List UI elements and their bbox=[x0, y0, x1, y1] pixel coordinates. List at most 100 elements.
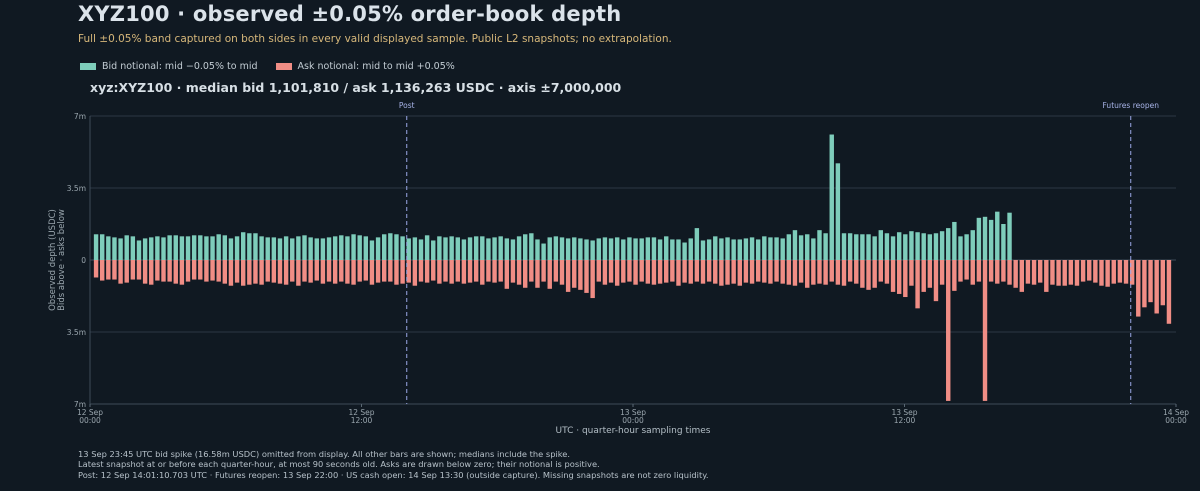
bid-bar bbox=[124, 235, 129, 260]
ask-bar bbox=[786, 260, 792, 285]
bid-bar bbox=[357, 235, 362, 260]
ask-bar bbox=[112, 260, 117, 280]
ask-bar bbox=[811, 260, 816, 285]
ask-bar bbox=[835, 260, 841, 285]
bid-bar bbox=[578, 238, 583, 260]
bid-bar bbox=[118, 238, 123, 260]
x-axis-label: UTC · quarter-hour sampling times bbox=[556, 426, 711, 436]
bid-bar bbox=[234, 236, 240, 260]
ask-bar bbox=[805, 260, 810, 288]
y-tick-label: 3.5m bbox=[67, 328, 86, 337]
ask-bar bbox=[375, 260, 381, 283]
ask-bar bbox=[682, 260, 687, 283]
ask-bar bbox=[523, 260, 528, 288]
bid-bar bbox=[467, 237, 473, 260]
x-tick-label: 13 Sep bbox=[620, 408, 646, 417]
bid-bar bbox=[142, 238, 148, 260]
bid-bar bbox=[106, 236, 111, 260]
ask-bar bbox=[161, 260, 166, 282]
ask-bar bbox=[351, 260, 356, 285]
bid-bar bbox=[253, 233, 258, 260]
ask-bar bbox=[492, 260, 497, 283]
ask-bar bbox=[253, 260, 258, 284]
bid-bar bbox=[946, 228, 951, 260]
bid-bar bbox=[651, 237, 657, 260]
ask-bar bbox=[1117, 260, 1123, 283]
ask-bar bbox=[1044, 260, 1049, 292]
ask-bar bbox=[382, 260, 387, 282]
ask-bar bbox=[1154, 260, 1159, 314]
legend-label-bid: Bid notional: mid −0.05% to mid bbox=[102, 61, 258, 72]
bid-bar bbox=[149, 237, 154, 260]
ask-bar bbox=[216, 260, 221, 282]
bid-bar bbox=[952, 221, 957, 260]
ask-bar bbox=[547, 260, 552, 289]
ask-bar bbox=[320, 260, 326, 284]
bid-bar bbox=[768, 237, 773, 260]
ask-bar bbox=[400, 260, 405, 284]
ask-bar bbox=[688, 260, 693, 284]
bid-bar bbox=[504, 238, 510, 260]
bid-bar bbox=[995, 211, 1000, 260]
ask-bar bbox=[210, 260, 215, 281]
ask-bar bbox=[1062, 260, 1067, 286]
ask-bar bbox=[1160, 260, 1166, 306]
x-tick-label: 00:00 bbox=[622, 416, 644, 425]
bid-bar bbox=[798, 235, 804, 260]
ask-bar bbox=[982, 260, 988, 401]
bid-bar bbox=[173, 235, 178, 260]
bid-bar bbox=[896, 232, 902, 260]
legend-item-ask: Ask notional: mid to mid +0.05% bbox=[275, 61, 455, 72]
bid-bar bbox=[492, 237, 497, 260]
ask-bar bbox=[412, 260, 418, 286]
ask-bar bbox=[473, 260, 479, 282]
ask-bar bbox=[467, 260, 473, 283]
ask-bar bbox=[565, 260, 571, 292]
bid-bar bbox=[290, 238, 295, 260]
ask-bar bbox=[1129, 260, 1135, 285]
ask-bar bbox=[535, 260, 540, 288]
ask-bar bbox=[559, 260, 565, 285]
ask-bar bbox=[651, 260, 657, 285]
bid-bar bbox=[860, 234, 865, 260]
ask-bar bbox=[173, 260, 178, 284]
ask-bar bbox=[1019, 260, 1025, 292]
chart-title: xyz:XYZ100 · median bid 1,101,810 / ask … bbox=[90, 80, 622, 95]
chart-legend: Bid notional: mid −0.05% to mid Ask noti… bbox=[80, 61, 455, 72]
bid-bar bbox=[608, 238, 614, 260]
footnotes: 13 Sep 23:45 UTC bid spike (16.58m USDC)… bbox=[78, 449, 709, 480]
ask-bar bbox=[970, 260, 975, 285]
bid-bar bbox=[412, 237, 418, 260]
bid-bar bbox=[259, 236, 264, 260]
bid-bar bbox=[277, 238, 283, 260]
ask-bar bbox=[363, 260, 369, 281]
ask-bar bbox=[302, 260, 307, 282]
ask-bar bbox=[228, 260, 234, 286]
bid-bar bbox=[670, 239, 675, 260]
bid-bar bbox=[719, 238, 724, 260]
bid-bar bbox=[418, 239, 424, 260]
bid-bar bbox=[584, 239, 589, 260]
bid-bar bbox=[510, 239, 516, 260]
ask-bar bbox=[504, 260, 510, 289]
ask-bar bbox=[1142, 260, 1147, 308]
ask-bar bbox=[1007, 260, 1012, 285]
ask-bar bbox=[743, 260, 749, 283]
ask-bar bbox=[664, 260, 669, 283]
ask-bar bbox=[1031, 260, 1037, 285]
bid-bar bbox=[676, 239, 681, 260]
y-tick-label: 0 bbox=[81, 256, 86, 265]
ask-bar bbox=[608, 260, 614, 283]
ask-bar bbox=[185, 260, 191, 282]
bid-bar bbox=[529, 233, 534, 260]
bid-bar bbox=[805, 234, 810, 260]
bid-bar bbox=[480, 236, 485, 260]
ask-bar bbox=[449, 260, 454, 284]
ask-bar bbox=[369, 260, 375, 285]
bid-bar bbox=[890, 236, 896, 260]
ask-bar bbox=[774, 260, 779, 282]
bid-bar bbox=[614, 237, 620, 260]
bid-bar bbox=[823, 233, 828, 260]
ask-bar bbox=[1148, 260, 1153, 303]
bid-bar bbox=[866, 234, 871, 260]
